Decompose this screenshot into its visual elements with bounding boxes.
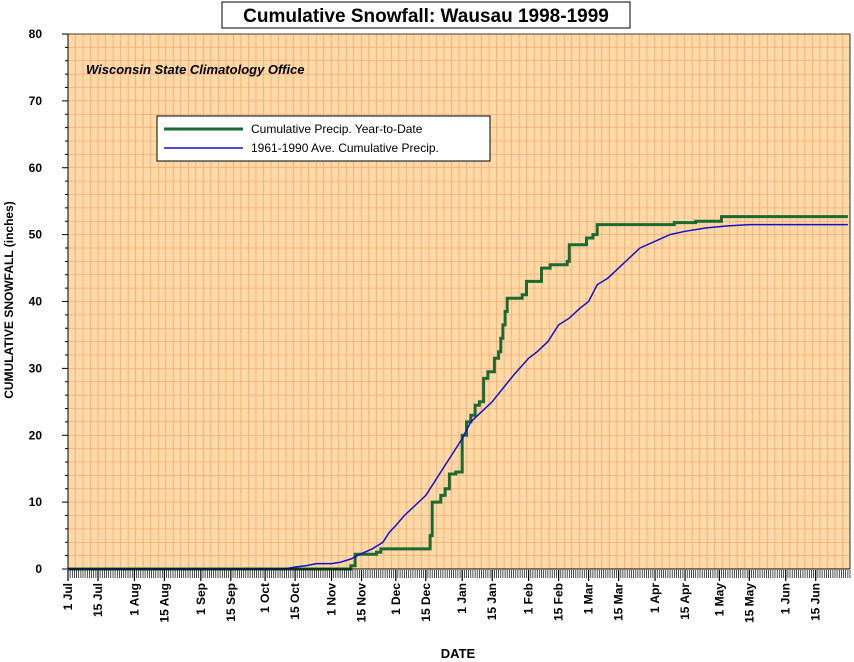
x-tick-label: 15 Jan bbox=[485, 583, 499, 620]
x-tick-label: 1 Mar bbox=[582, 583, 596, 615]
y-axis-label: CUMULATIVE SNOWFALL (inches) bbox=[2, 201, 16, 399]
x-tick-label: 15 May bbox=[742, 583, 756, 623]
x-tick-label: 1 May bbox=[712, 583, 726, 617]
x-tick-label: 15 Aug bbox=[157, 583, 171, 623]
x-tick-label: 1 Oct bbox=[258, 583, 272, 613]
series-layer bbox=[68, 215, 848, 571]
y-tick-label: 80 bbox=[29, 27, 43, 41]
y-tick-label: 50 bbox=[29, 228, 43, 242]
legend-box bbox=[156, 115, 491, 162]
series-line-average bbox=[68, 223, 848, 570]
annotation-source: Wisconsin State Climatology Office bbox=[86, 62, 305, 77]
legend-label: 1961-1990 Ave. Cumulative Precip. bbox=[251, 141, 439, 155]
series-line-year-to-date bbox=[68, 215, 848, 571]
x-tick-label: 1 Apr bbox=[648, 583, 662, 614]
x-tick-label: 1 Feb bbox=[522, 583, 536, 614]
title-box bbox=[221, 1, 631, 29]
chart-title: Cumulative Snowfall: Wausau 1998-1999 bbox=[243, 6, 609, 27]
y-tick-label: 70 bbox=[29, 94, 43, 108]
x-tick-label: 15 Apr bbox=[678, 583, 692, 620]
x-tick-label: 15 Jul bbox=[91, 583, 105, 617]
x-tick-label: 15 Feb bbox=[552, 583, 566, 621]
x-tick-label: 1 Jul bbox=[61, 583, 75, 610]
title-group: Cumulative Snowfall: Wausau 1998-1999 bbox=[221, 1, 631, 29]
x-tick-label: 15 Mar bbox=[612, 583, 626, 621]
x-tick-label: 15 Nov bbox=[355, 583, 369, 623]
axes: 0 10 20 30 40 50 60 70 80 1 Jul 15 Jul 1 Aug 15 Aug 1… bbox=[29, 27, 851, 623]
x-tick-label: 1 Aug bbox=[127, 583, 141, 616]
x-tick-label: 1 Sep bbox=[194, 583, 208, 615]
x-tick-label: 1 Jun bbox=[779, 583, 793, 614]
legend-label: Cumulative Precip. Year-to-Date bbox=[251, 122, 423, 136]
x-tick-label: 15 Dec bbox=[419, 583, 433, 622]
y-tick-label: 10 bbox=[29, 495, 43, 509]
legend: Cumulative Precip. Year-to-Date 1961-1990… bbox=[156, 115, 491, 162]
x-tick-label: 15 Jun bbox=[809, 583, 823, 621]
x-tick-label: 15 Oct bbox=[288, 583, 302, 620]
grid-lines bbox=[68, 34, 850, 569]
x-tick-label: 1 Dec bbox=[389, 583, 403, 615]
y-tick-label: 60 bbox=[29, 161, 43, 175]
x-tick-label: 1 Jan bbox=[455, 583, 469, 614]
y-tick-label: 40 bbox=[29, 295, 43, 309]
y-tick-label: 30 bbox=[29, 361, 43, 375]
x-tick-label: 1 Nov bbox=[325, 583, 339, 616]
x-axis-label: DATE bbox=[441, 646, 476, 661]
y-tick-label: 20 bbox=[29, 428, 43, 442]
x-tick-label: 15 Sep bbox=[224, 583, 238, 622]
y-tick-label: 0 bbox=[35, 562, 42, 576]
